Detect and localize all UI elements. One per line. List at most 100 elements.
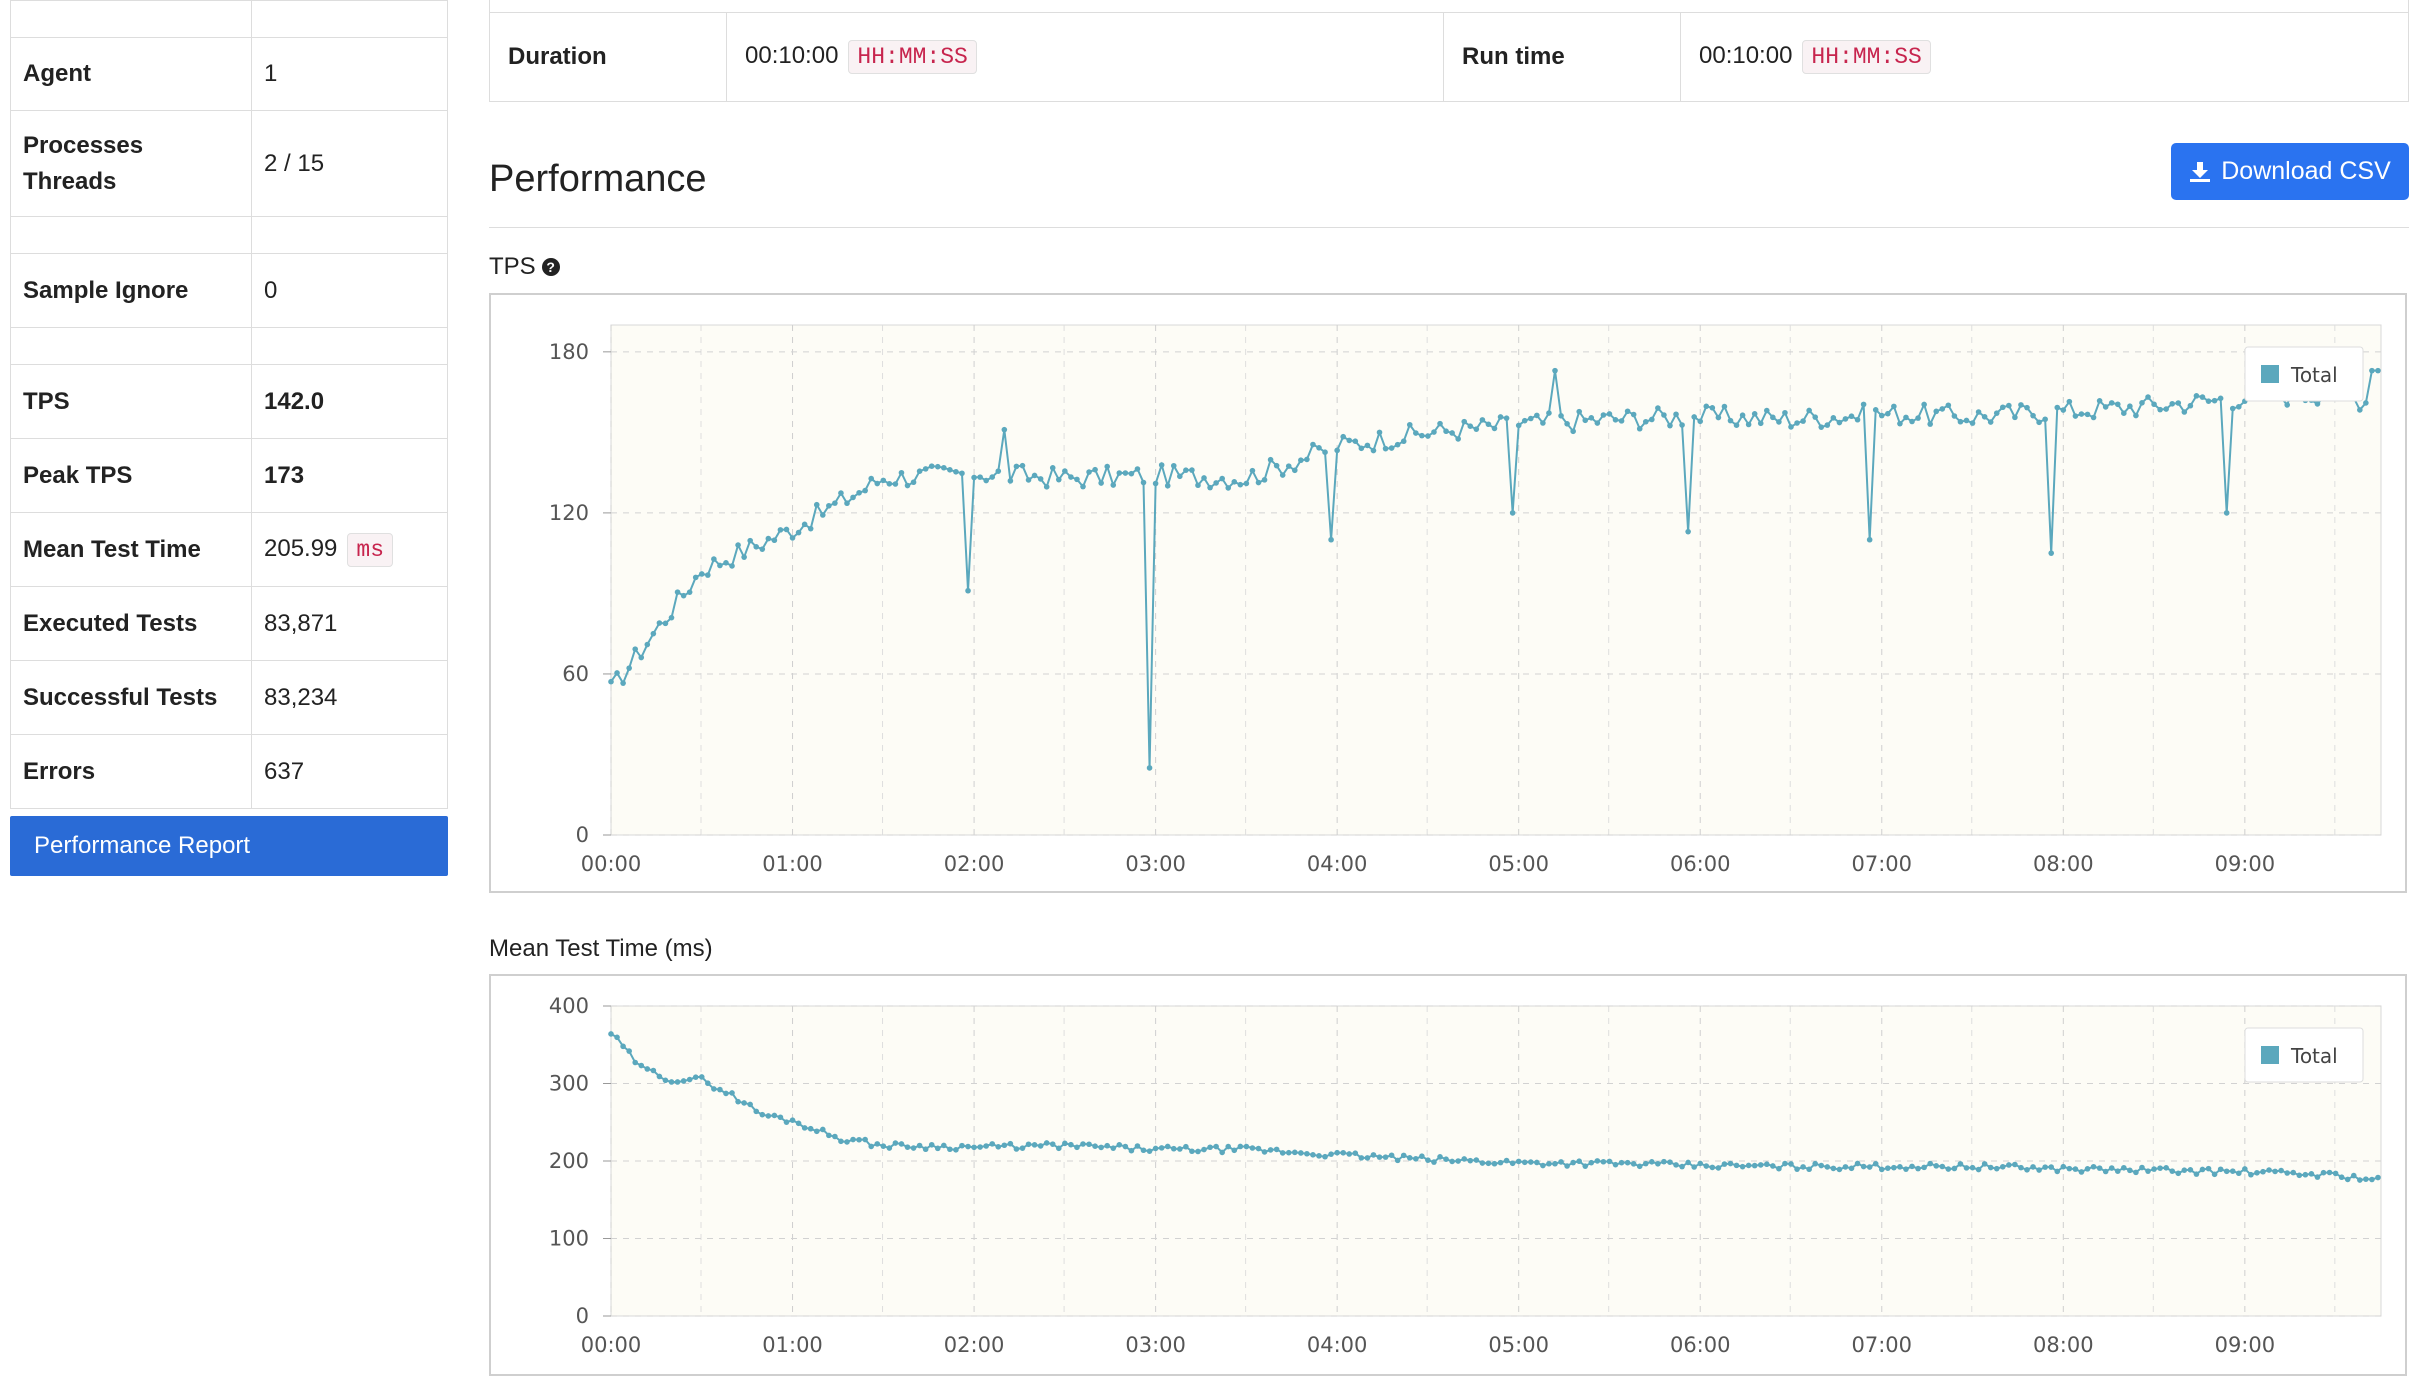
data-point <box>1382 445 1389 452</box>
data-point <box>1431 429 1437 435</box>
runtime-value: 00:10:00 <box>1699 42 1793 69</box>
data-point <box>1225 1143 1232 1150</box>
data-point <box>1842 416 1849 422</box>
data-point <box>1164 482 1171 489</box>
data-point <box>1824 422 1831 428</box>
data-point <box>1618 1159 1625 1166</box>
duration-label: Duration <box>489 12 727 102</box>
data-point <box>1842 1164 1849 1170</box>
summary-label: TPS <box>10 364 252 439</box>
data-point <box>977 474 983 480</box>
data-point <box>759 1111 766 1118</box>
data-point <box>1999 404 2006 411</box>
data-point <box>995 468 1002 474</box>
data-point <box>1594 1158 1601 1164</box>
plot-area <box>610 1005 2382 1317</box>
data-point <box>1981 413 1988 420</box>
data-point <box>1388 445 1395 451</box>
tps-chart-svg: 00:00 01:00 02:00 03:00 04:00 05:00 06:00 07:00… <box>549 324 2382 876</box>
data-point <box>632 1059 639 1066</box>
summary-value: 83,871 <box>251 586 448 661</box>
data-point <box>1122 470 1129 476</box>
data-point <box>1570 1159 1576 1166</box>
data-point <box>1788 424 1794 430</box>
data-point <box>886 480 893 487</box>
data-point <box>1848 1165 1855 1172</box>
data-point <box>1546 410 1552 416</box>
data-point <box>1830 1165 1837 1172</box>
data-point <box>632 646 639 652</box>
data-point <box>934 463 941 470</box>
data-point <box>2211 1171 2218 1178</box>
data-point <box>819 512 826 518</box>
performance-report-button[interactable]: Performance Report <box>10 816 448 876</box>
data-point <box>1800 1164 1806 1170</box>
data-point <box>1588 1159 1595 1166</box>
data-point <box>1043 484 1050 490</box>
data-point <box>1564 421 1570 427</box>
data-point <box>995 1144 1002 1150</box>
data-point <box>1340 1149 1347 1156</box>
data-point <box>1479 1160 1486 1166</box>
data-point <box>1945 1166 1952 1172</box>
data-point <box>1437 420 1443 427</box>
data-point <box>1776 1165 1782 1172</box>
data-point <box>1128 470 1135 477</box>
data-point <box>674 589 681 595</box>
data-point <box>2024 404 2030 411</box>
data-point <box>1013 1146 1020 1152</box>
data-point <box>1993 1165 2000 1172</box>
data-point <box>1219 475 1225 482</box>
tps-chart: 00:00 01:00 02:00 03:00 04:00 05:00 06:00 07:00… <box>489 293 2407 893</box>
data-point <box>826 502 832 509</box>
data-point <box>741 554 747 560</box>
data-point <box>1987 419 1994 425</box>
data-point <box>922 466 929 472</box>
data-point <box>2254 1169 2260 1176</box>
data-point <box>1570 428 1576 435</box>
data-point <box>626 665 632 671</box>
data-point <box>1146 765 1153 771</box>
data-point <box>771 1112 778 1119</box>
data-point <box>1999 1163 2006 1170</box>
data-point <box>1092 466 1098 473</box>
data-point <box>1170 1145 1177 1152</box>
data-point <box>1673 1162 1679 1168</box>
data-point <box>1322 449 1328 456</box>
x-tick-label: 08:00 <box>2033 1333 2094 1357</box>
data-point <box>1364 1155 1371 1161</box>
data-point <box>1189 467 1195 473</box>
data-point <box>1364 442 1371 449</box>
data-point <box>2006 1162 2012 1168</box>
download-csv-button[interactable]: Download CSV <box>2171 143 2409 200</box>
data-point <box>1697 1160 1704 1167</box>
data-point <box>2030 412 2036 419</box>
legend-swatch <box>2261 1046 2279 1064</box>
data-point <box>1249 467 1256 474</box>
data-point <box>1328 536 1334 543</box>
data-point <box>819 1126 826 1133</box>
data-point <box>1527 1159 1534 1165</box>
data-point <box>1419 432 1425 439</box>
data-point <box>650 1067 657 1074</box>
x-tick-label: 04:00 <box>1307 1333 1368 1357</box>
data-point <box>2344 1176 2351 1183</box>
data-point <box>1866 536 1873 543</box>
data-point <box>1497 414 1504 420</box>
duration-value: 00:10:00 <box>745 42 839 69</box>
data-point <box>916 468 923 475</box>
data-point <box>868 1143 875 1150</box>
data-point <box>1062 1140 1068 1147</box>
data-point <box>735 542 741 548</box>
data-point <box>959 1142 965 1149</box>
question-circle-icon[interactable]: ? <box>541 258 560 276</box>
data-point <box>2187 402 2194 409</box>
data-point <box>1455 436 1461 442</box>
data-point <box>1394 441 1401 448</box>
data-point <box>638 654 645 661</box>
data-point <box>2363 1176 2369 1182</box>
data-point <box>1679 1163 1685 1170</box>
summary-spacer <box>10 327 448 365</box>
data-point <box>1703 403 1710 410</box>
data-point <box>1558 1159 1564 1165</box>
